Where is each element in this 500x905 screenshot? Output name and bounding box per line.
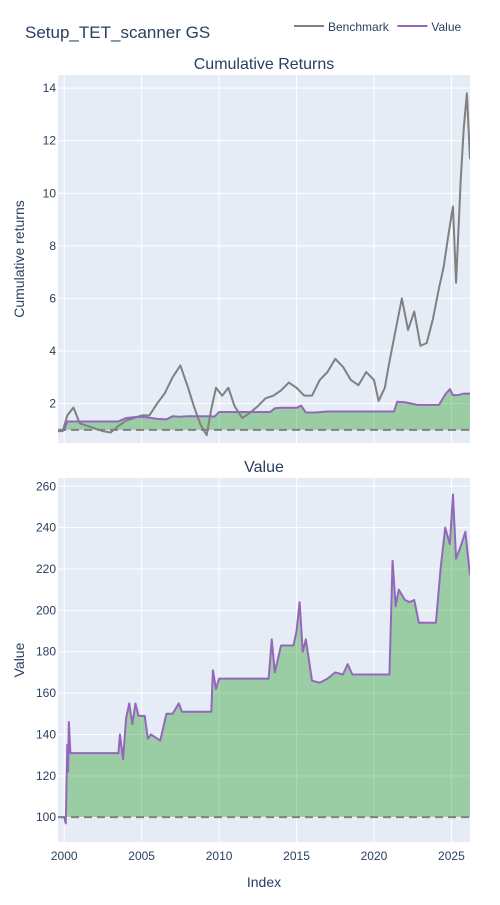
y-tick-label: 6 [49, 291, 56, 305]
plot-area [58, 478, 470, 842]
legend-label-0: Benchmark [328, 20, 390, 34]
y-tick-label: 220 [36, 562, 56, 576]
y-tick-label: 140 [36, 727, 56, 741]
series-line-benchmark [58, 92, 470, 437]
x-tick-label: 2020 [361, 849, 388, 863]
subplot-title: Value [244, 459, 284, 476]
x-tick-label: 2015 [283, 849, 310, 863]
y-tick-label: 10 [43, 186, 57, 200]
plot-area [58, 75, 470, 443]
y-tick-label: 14 [43, 81, 57, 95]
y-tick-label: 2 [49, 397, 56, 411]
figure-title: Setup_TET_scanner GS [25, 23, 210, 42]
y-tick-label: 100 [36, 810, 56, 824]
plot-series-group [58, 92, 470, 437]
y-tick-label: 260 [36, 479, 56, 493]
y-tick-label: 240 [36, 521, 56, 535]
legend-label-1: Value [431, 20, 461, 34]
y-tick-label: 120 [36, 769, 56, 783]
x-tick-label: 2010 [206, 849, 233, 863]
series-line-value [58, 388, 470, 431]
y-axis-label: Value [11, 642, 27, 677]
subplot-title: Cumulative Returns [194, 56, 335, 73]
y-tick-label: 8 [49, 239, 56, 253]
y-tick-label: 12 [43, 134, 57, 148]
cumulative-returns-panel: 2 4 6 8 10 12 14 Cumulative Returns Cumulative r… [11, 56, 470, 443]
x-axis-label: Index [247, 874, 281, 890]
legend[interactable]: Benchmark Value [294, 20, 462, 34]
x-tick-label: 2000 [51, 849, 78, 863]
x-tick-label: 2025 [438, 849, 465, 863]
y-axis-label: Cumulative returns [11, 200, 27, 318]
value-panel: 100 120 140 160 180 200 220 240 260 2000 2005 2010 2… [11, 459, 470, 890]
y-tick-label: 4 [49, 344, 56, 358]
series-line-value [58, 493, 470, 825]
y-tick-label: 200 [36, 603, 56, 617]
y-tick-label: 160 [36, 686, 56, 700]
x-tick-label: 2005 [128, 849, 155, 863]
plot-series-group [58, 493, 470, 825]
y-tick-label: 180 [36, 645, 56, 659]
